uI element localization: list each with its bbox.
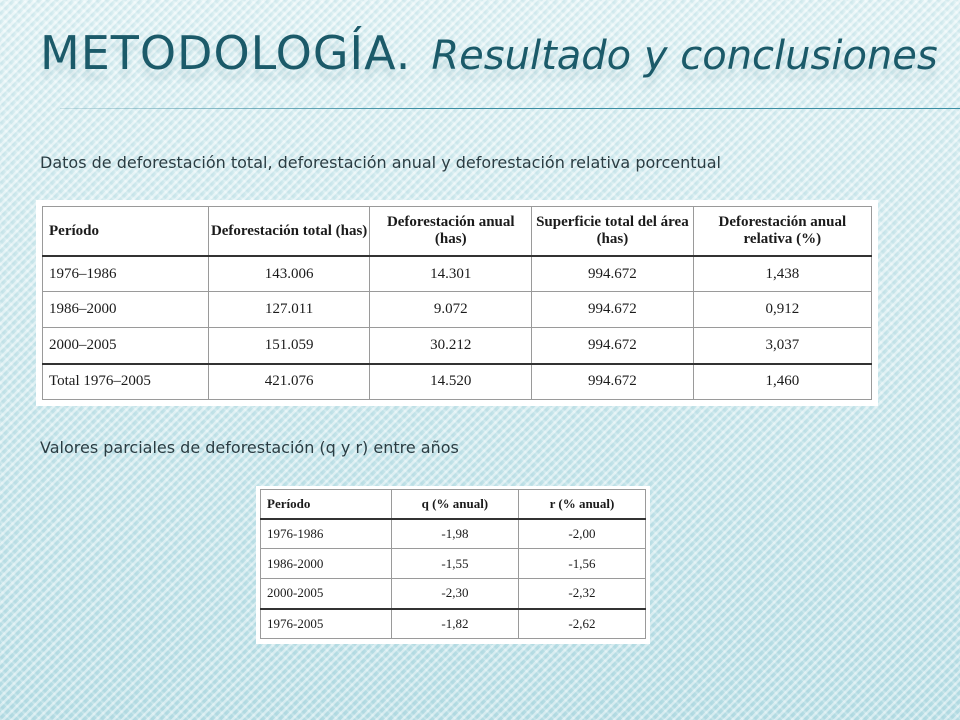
title-main: METODOLOGÍA.: [40, 26, 412, 80]
slide-title: METODOLOGÍA. Resultado y conclusiones: [40, 26, 938, 80]
table2-header: Período: [260, 489, 392, 520]
table1-cell: 994.672: [531, 327, 694, 365]
table2-cell: 1976-1986: [260, 518, 392, 549]
table1-cell: 994.672: [531, 291, 694, 329]
table-row: 2000-2005 -2,30 -2,32: [260, 578, 647, 609]
table1-cell: 0,912: [692, 291, 873, 329]
table1-cell: 994.672: [531, 255, 694, 293]
title-subtitle: Resultado y conclusiones: [431, 33, 938, 79]
table1-cell: 2000–2005: [42, 327, 209, 365]
table2-cell: -1,56: [517, 548, 647, 579]
table1-header: Superficie total del área (has): [531, 206, 694, 257]
table2-header: r (% anual): [517, 489, 647, 520]
table1-cell: 3,037: [692, 327, 873, 365]
table1-header: Deforestación total (has): [207, 206, 371, 257]
table-row-total: 1976-2005 -1,82 -2,62: [260, 607, 647, 639]
table2-header: q (% anual): [390, 489, 519, 520]
table2-cell: 2000-2005: [260, 578, 392, 609]
table2-cell: -1,82: [390, 607, 519, 639]
table2-cell: 1976-2005: [260, 607, 392, 639]
table2-cell: -2,32: [517, 578, 647, 609]
table1-cell: 127.011: [207, 291, 371, 329]
table1-cell: 421.076: [207, 362, 371, 400]
table2-cell: 1986-2000: [260, 548, 392, 579]
table1-cell: 994.672: [531, 362, 694, 400]
table1-cell: 9.072: [369, 291, 533, 329]
table-row-total: Total 1976–2005 421.076 14.520 994.672 1…: [42, 362, 873, 400]
table2-cell: -2,30: [390, 578, 519, 609]
table2-cell: -1,55: [390, 548, 519, 579]
table1-header: Deforestación anual (has): [369, 206, 533, 257]
table2-cell: -1,98: [390, 518, 519, 549]
table1-cell: 14.520: [369, 362, 533, 400]
table-row: 2000–2005 151.059 30.212 994.672 3,037: [42, 327, 873, 365]
table1-cell: 1986–2000: [42, 291, 209, 329]
table1-cell: 1976–1986: [42, 255, 209, 293]
table-row: 1986-2000 -1,55 -1,56: [260, 548, 647, 579]
partial-values-table: Período q (% anual) r (% anual) 1976-198…: [256, 486, 650, 644]
table1-header: Período: [42, 206, 209, 257]
table-row: 1976-1986 -1,98 -2,00: [260, 518, 647, 549]
table1-cell: 14.301: [369, 255, 533, 293]
table1-cell: 1,438: [692, 255, 873, 293]
table-row: 1986–2000 127.011 9.072 994.672 0,912: [42, 291, 873, 329]
table1-cell: 1,460: [692, 362, 873, 400]
deforestation-table: Período Deforestación total (has) Defore…: [36, 200, 878, 406]
table1-cell: 143.006: [207, 255, 371, 293]
table1-cell: Total 1976–2005: [42, 362, 209, 400]
table1-cell: 30.212: [369, 327, 533, 365]
caption-partial-values: Valores parciales de deforestación (q y …: [40, 438, 459, 457]
table1-header: Deforestación anual relativa (%): [692, 206, 873, 257]
table1-cell: 151.059: [207, 327, 371, 365]
title-divider: [60, 108, 960, 109]
table2-cell: -2,00: [517, 518, 647, 549]
caption-deforestation-data: Datos de deforestación total, deforestac…: [40, 153, 721, 172]
table2-cell: -2,62: [517, 607, 647, 639]
table-row: 1976–1986 143.006 14.301 994.672 1,438: [42, 255, 873, 293]
